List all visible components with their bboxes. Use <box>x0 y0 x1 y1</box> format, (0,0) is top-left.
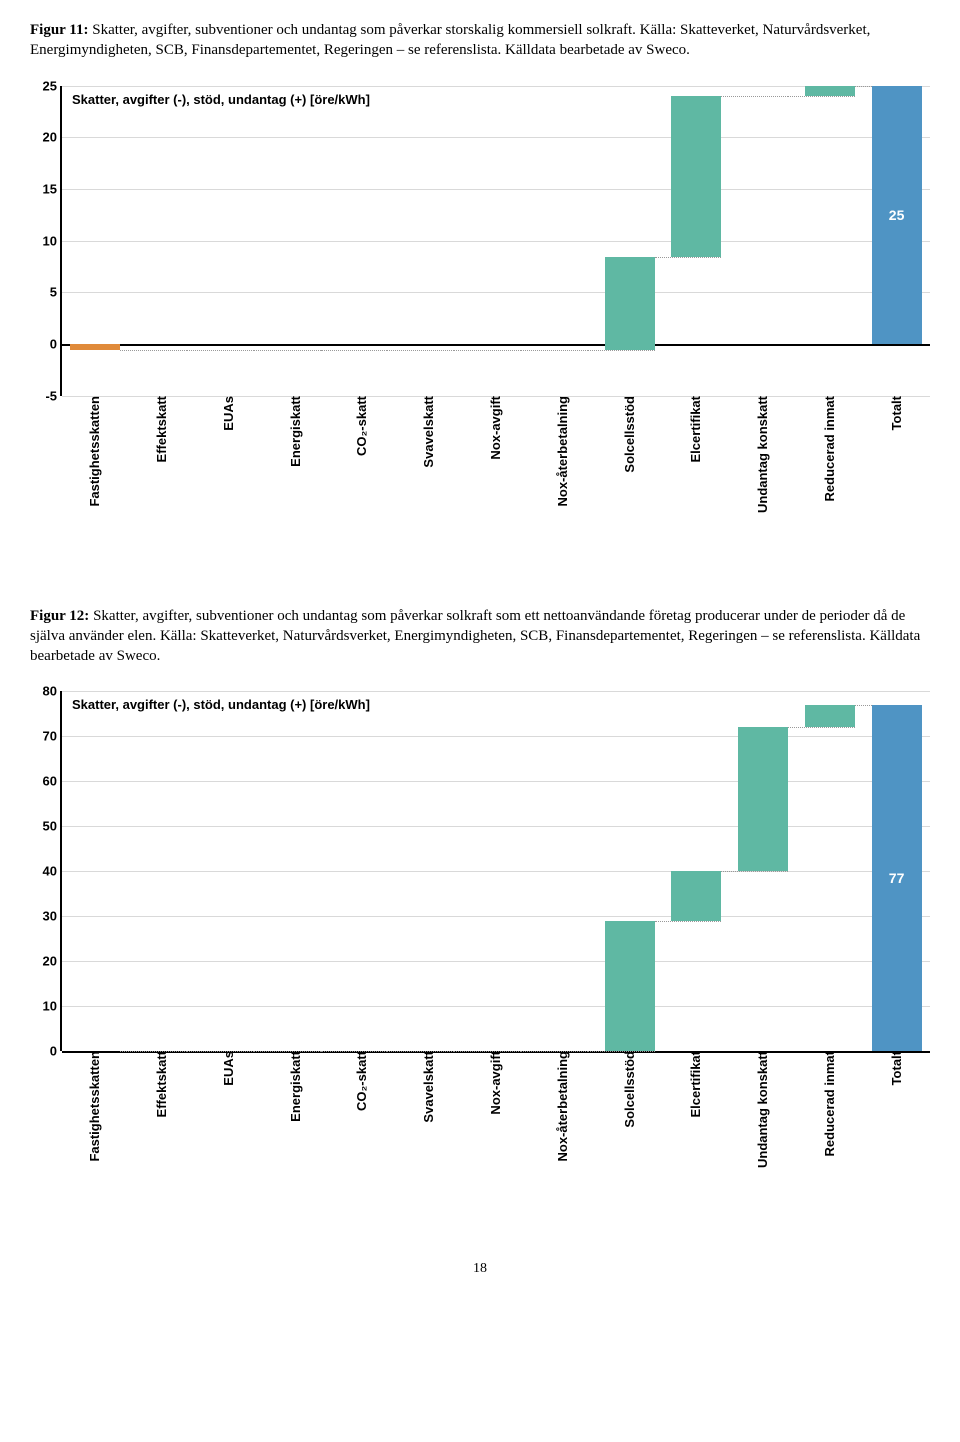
grid-line <box>62 292 930 293</box>
waterfall-bar <box>671 96 721 257</box>
waterfall-bar <box>671 871 721 921</box>
fig11-caption-bold: Figur 11: <box>30 22 88 38</box>
x-category-label: Reducerad inmat <box>822 396 837 501</box>
connector-line <box>521 350 588 351</box>
x-category-label: Nox-återbetalning <box>555 1051 570 1162</box>
x-category-label: Nox-avgift <box>488 1051 503 1115</box>
x-category-label: Fastighetsskatten <box>87 396 102 507</box>
y-tick: 80 <box>32 684 57 699</box>
grid-line <box>62 826 930 827</box>
x-category-label: EUAs <box>221 396 236 431</box>
grid-line <box>62 961 930 962</box>
waterfall-bar <box>738 727 788 871</box>
grid-line <box>62 137 930 138</box>
grid-line <box>62 241 930 242</box>
x-category-label: Svavelskatt <box>421 1051 436 1123</box>
y-tick: 5 <box>32 285 57 300</box>
x-category-label: Totalt <box>889 396 904 430</box>
waterfall-bar: 25 <box>872 86 922 344</box>
x-category-label: CO₂-skatt <box>354 396 369 456</box>
x-category-label: Nox-återbetalning <box>555 396 570 507</box>
x-category-label: Nox-avgift <box>488 396 503 460</box>
x-category-label: Undantag konskatt <box>755 1051 770 1168</box>
fig11-chart-title: Skatter, avgifter (-), stöd, undantag (+… <box>72 92 370 107</box>
page-number: 18 <box>30 1261 930 1277</box>
y-tick: -5 <box>32 388 57 403</box>
x-category-label: Reducerad inmat <box>822 1051 837 1156</box>
connector-line <box>655 257 722 258</box>
x-category-label: Elcertifikat <box>688 1051 703 1117</box>
x-category-label: Energiskatt <box>288 396 303 467</box>
total-label: 25 <box>889 207 905 223</box>
y-tick: 10 <box>32 233 57 248</box>
waterfall-bar <box>805 86 855 96</box>
grid-line <box>62 189 930 190</box>
connector-line <box>387 350 454 351</box>
grid-line <box>62 691 930 692</box>
fig12-caption-text: Skatter, avgifter, subventioner och unda… <box>30 608 920 665</box>
fig12-caption-bold: Figur 12: <box>30 608 89 624</box>
y-tick: 15 <box>32 181 57 196</box>
x-category-label: Fastighetsskatten <box>87 1051 102 1162</box>
x-category-label: EUAs <box>221 1051 236 1086</box>
grid-line <box>62 736 930 737</box>
connector-line <box>721 871 788 872</box>
x-category-label: CO₂-skatt <box>354 1051 369 1111</box>
y-tick: 0 <box>32 336 57 351</box>
y-tick: 40 <box>32 864 57 879</box>
x-category-label: Energiskatt <box>288 1051 303 1122</box>
grid-line <box>62 781 930 782</box>
x-category-label: Solcellsstöd <box>622 396 637 473</box>
waterfall-bar: 77 <box>872 705 922 1052</box>
fig11-caption-text: Skatter, avgifter, subventioner och unda… <box>30 22 870 58</box>
connector-line <box>788 727 855 728</box>
fig12-chart: Skatter, avgifter (-), stöd, undantag (+… <box>30 691 930 1221</box>
connector-line <box>655 921 722 922</box>
x-category-label: Solcellsstöd <box>622 1051 637 1128</box>
y-tick: 20 <box>32 954 57 969</box>
y-tick: 10 <box>32 999 57 1014</box>
y-tick: 0 <box>32 1044 57 1059</box>
x-category-label: Effektskatt <box>154 396 169 462</box>
fig11-caption: Figur 11: Skatter, avgifter, subventione… <box>30 20 930 61</box>
grid-line <box>62 916 930 917</box>
grid-line <box>62 871 930 872</box>
waterfall-bar <box>805 705 855 728</box>
y-tick: 60 <box>32 774 57 789</box>
fig12-caption: Figur 12: Skatter, avgifter, subventione… <box>30 606 930 667</box>
connector-line <box>721 96 788 97</box>
grid-line <box>62 86 930 87</box>
x-category-label: Totalt <box>889 1051 904 1085</box>
fig11-chart: Skatter, avgifter (-), stöd, undantag (+… <box>30 86 930 566</box>
waterfall-bar <box>70 344 120 350</box>
y-tick: 70 <box>32 729 57 744</box>
y-tick: 20 <box>32 130 57 145</box>
connector-line <box>120 350 187 351</box>
connector-line <box>588 350 655 351</box>
y-tick: 50 <box>32 819 57 834</box>
x-category-label: Elcertifikat <box>688 396 703 462</box>
x-category-label: Effektskatt <box>154 1051 169 1117</box>
connector-line <box>187 350 254 351</box>
grid-line <box>62 344 930 346</box>
y-tick: 25 <box>32 78 57 93</box>
connector-line <box>454 350 521 351</box>
x-category-label: Svavelskatt <box>421 396 436 468</box>
connector-line <box>321 350 388 351</box>
waterfall-bar <box>605 257 655 350</box>
x-category-label: Undantag konskatt <box>755 396 770 513</box>
fig12-chart-title: Skatter, avgifter (-), stöd, undantag (+… <box>72 697 370 712</box>
connector-line <box>788 96 855 97</box>
grid-line <box>62 1006 930 1007</box>
y-tick: 30 <box>32 909 57 924</box>
connector-line <box>254 350 321 351</box>
waterfall-bar <box>605 921 655 1052</box>
total-label: 77 <box>889 870 905 886</box>
